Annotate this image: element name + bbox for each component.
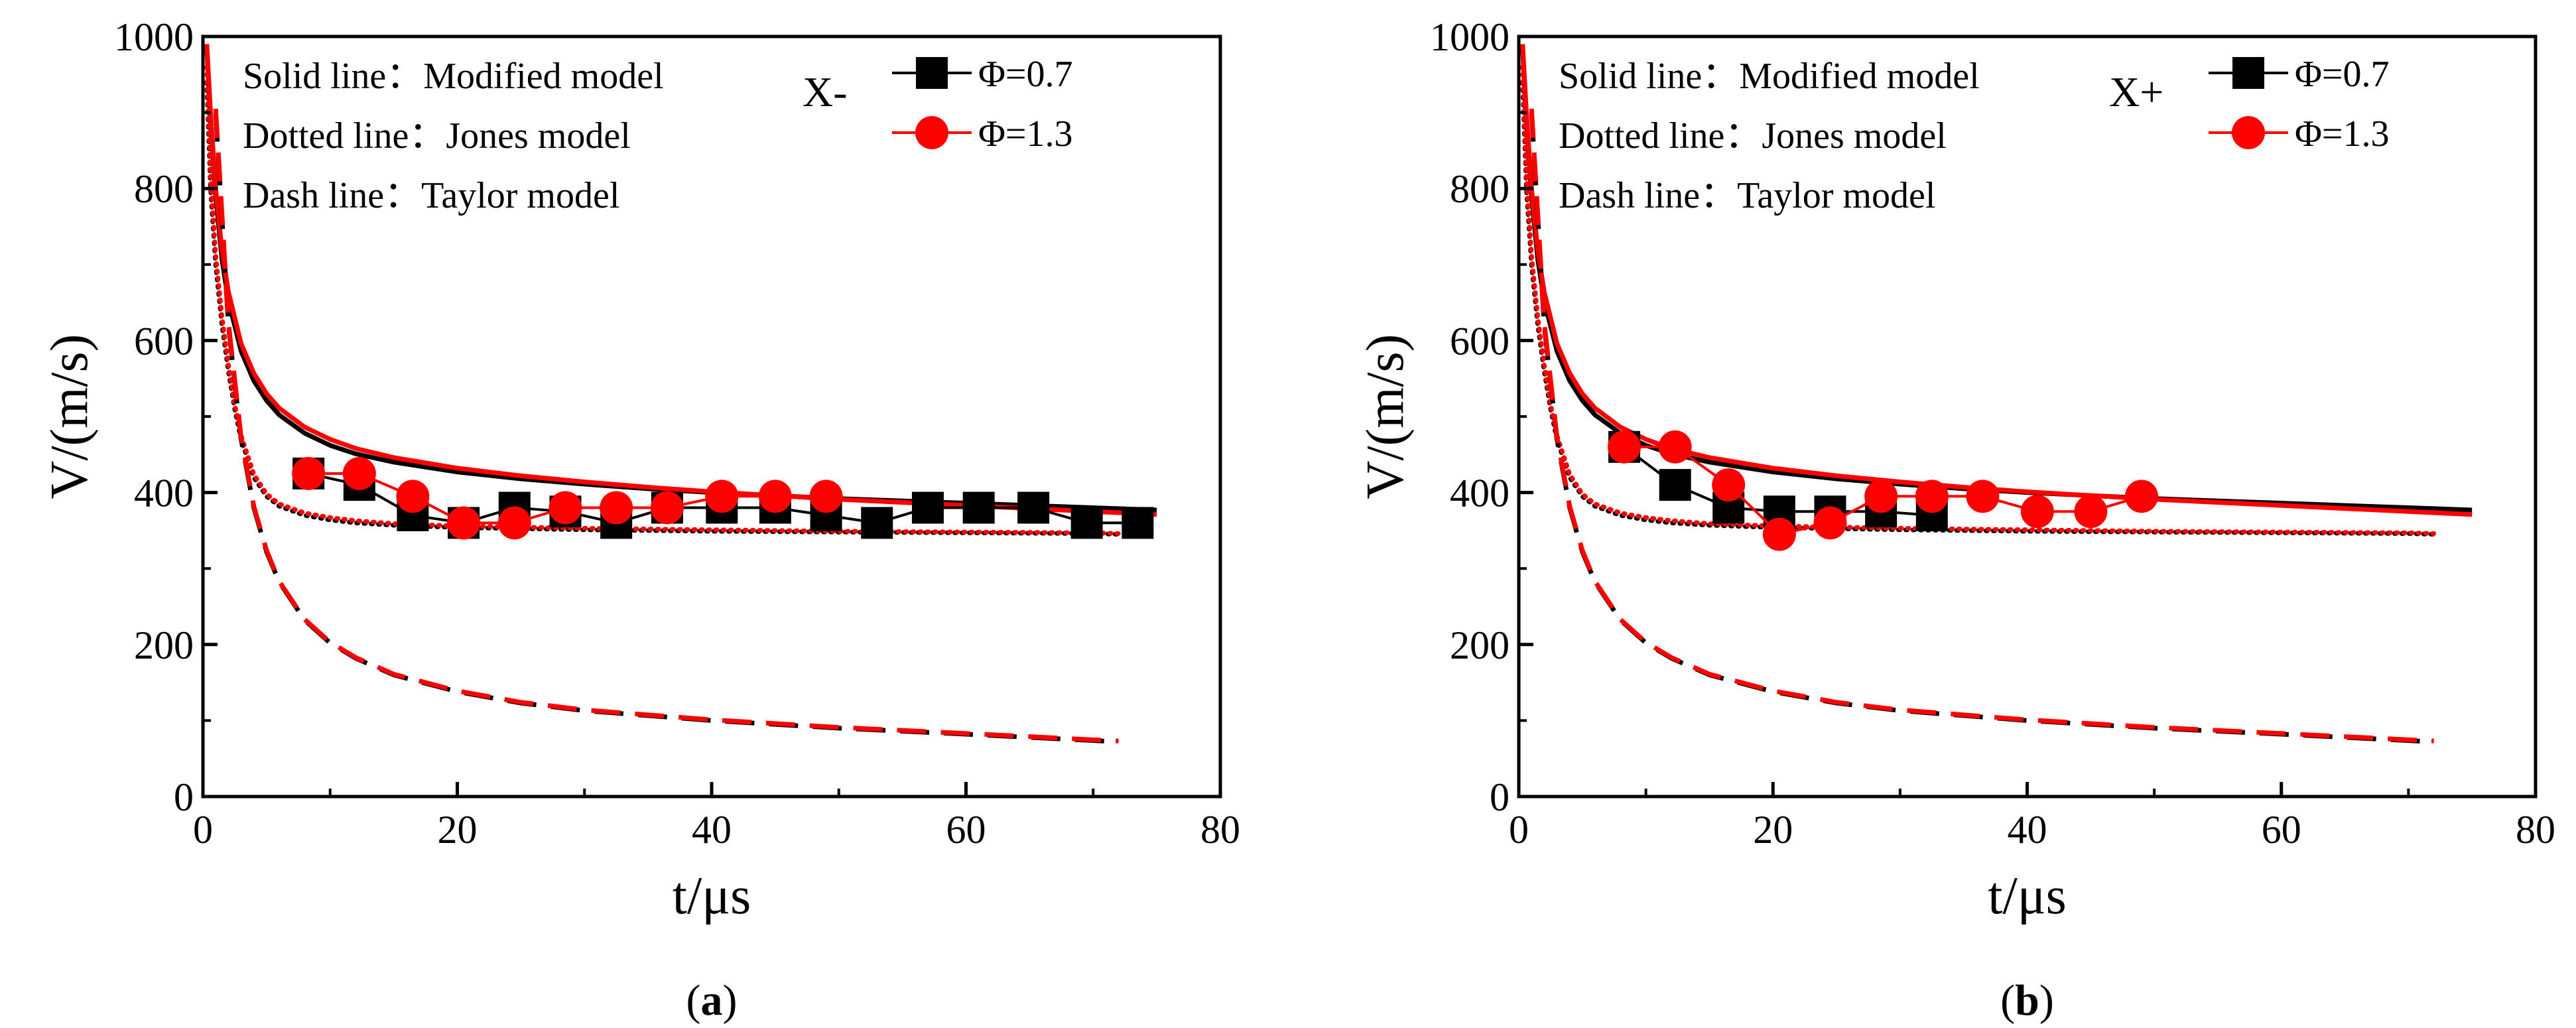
model-line-jones-phi13: [1520, 64, 2437, 536]
direction-label: X-: [803, 68, 848, 115]
model-annotation: Dash line：Taylor model: [1559, 175, 1935, 216]
data-point-phi07: [911, 491, 944, 524]
panel-label-part: a: [701, 976, 723, 1025]
legend-label: Φ=0.7: [978, 54, 1073, 95]
data-point-phi07: [1122, 507, 1154, 539]
x-axis-label: t/μs: [673, 867, 751, 925]
data-point-phi13: [396, 480, 430, 513]
data-point-phi07: [1659, 469, 1691, 501]
data-point-phi07: [1070, 507, 1103, 539]
data-point-phi13: [2074, 495, 2108, 529]
legend-label: Φ=1.3: [978, 113, 1073, 155]
model-annotation: Solid line：Modified model: [243, 56, 664, 97]
data-point-phi13: [1966, 480, 2000, 513]
chart-panel-a: 0 20 40 60 8002004006008001000t/μsV/(m/s)Sol…: [40, 15, 1240, 1025]
data-point-phi13: [292, 456, 326, 490]
data-point-phi13: [600, 491, 633, 525]
legend-marker-square: [916, 57, 948, 89]
chart-panel-b: 0 20 40 60 8002004006008001000t/μsV/(m/s)Sol…: [1356, 15, 2555, 1025]
model-line-taylor-phi13: [213, 108, 1119, 743]
x-tick-label: 0: [1509, 808, 1529, 852]
data-point-phi13: [2124, 480, 2158, 513]
y-axis-label: V/(m/s): [1356, 334, 1415, 499]
model-annotation: Dash line：Taylor model: [243, 175, 619, 216]
model-annotation: Dotted line：Jones model: [1559, 115, 1947, 157]
data-point-phi13: [1658, 430, 1692, 464]
x-axis-label: t/μs: [1988, 867, 2066, 925]
y-tick-label: 0: [174, 775, 194, 819]
legend: Φ=0.7 Φ=1.3: [892, 54, 1073, 155]
model-annotation: Solid line：Modified model: [1559, 56, 1980, 97]
legend: Φ=0.7 Φ=1.3: [2209, 54, 2390, 155]
y-tick-label: 800: [134, 167, 194, 211]
data-point-phi13: [548, 491, 582, 525]
y-tick-label: 800: [1450, 167, 1510, 211]
y-tick-label: 600: [1450, 319, 1510, 363]
legend-marker-circle: [915, 116, 948, 149]
data-point-phi13: [1864, 480, 1898, 513]
data-point-phi13: [1608, 430, 1642, 464]
legend-label: Φ=1.3: [2295, 113, 2390, 155]
data-point-phi13: [1813, 506, 1847, 540]
data-point-phi13: [705, 480, 739, 513]
x-tick-label: 60: [946, 808, 986, 852]
x-tick-label: 20: [438, 808, 478, 852]
data-point-phi13: [342, 456, 376, 490]
model-line-jones-phi13: [204, 64, 1122, 536]
data-point-phi13: [1712, 468, 1746, 502]
data-point-phi13: [809, 480, 843, 513]
model-annotation: Dotted line：Jones model: [243, 115, 631, 157]
data-point-phi13: [447, 506, 481, 540]
panel-label: (b): [2000, 976, 2054, 1025]
data-point-phi13: [497, 506, 531, 540]
legend-label: Φ=0.7: [2295, 54, 2390, 95]
data-point-phi13: [758, 480, 792, 513]
x-tick-label: 0: [193, 808, 213, 852]
panel-label-part: b: [2015, 976, 2039, 1025]
panel-label-part: (: [2000, 976, 2015, 1025]
x-tick-label: 40: [692, 808, 732, 852]
panel-label-part: ): [2039, 976, 2054, 1025]
model-line-taylor-phi13: [1529, 108, 2434, 743]
panel-label-part: (: [686, 976, 701, 1025]
y-axis-label: V/(m/s): [40, 334, 99, 499]
y-tick-label: 200: [1450, 623, 1510, 667]
y-tick-label: 1000: [1430, 15, 1510, 59]
legend-marker-circle: [2232, 116, 2265, 149]
y-tick-label: 400: [134, 472, 194, 515]
data-point-phi13: [1915, 480, 1949, 513]
y-tick-label: 600: [134, 319, 194, 363]
x-tick-label: 20: [1753, 808, 1793, 852]
y-tick-label: 1000: [114, 15, 194, 59]
data-point-phi13: [650, 491, 684, 525]
data-point-phi07: [861, 507, 893, 539]
direction-label: X+: [2109, 68, 2163, 115]
data-point-phi07: [1017, 491, 1050, 524]
x-tick-label: 80: [1200, 808, 1240, 852]
legend-marker-square: [2232, 57, 2264, 89]
x-tick-label: 40: [2008, 808, 2047, 852]
data-point-phi13: [1762, 517, 1796, 551]
panel-label-part: ): [723, 976, 738, 1025]
panel-label: (a): [686, 976, 738, 1025]
y-tick-label: 200: [134, 623, 194, 667]
data-point-phi13: [2020, 495, 2054, 529]
data-point-phi07: [962, 491, 995, 524]
x-tick-label: 80: [2516, 808, 2555, 852]
x-tick-label: 60: [2262, 808, 2301, 852]
y-tick-label: 400: [1450, 472, 1510, 515]
y-tick-label: 0: [1490, 775, 1510, 819]
